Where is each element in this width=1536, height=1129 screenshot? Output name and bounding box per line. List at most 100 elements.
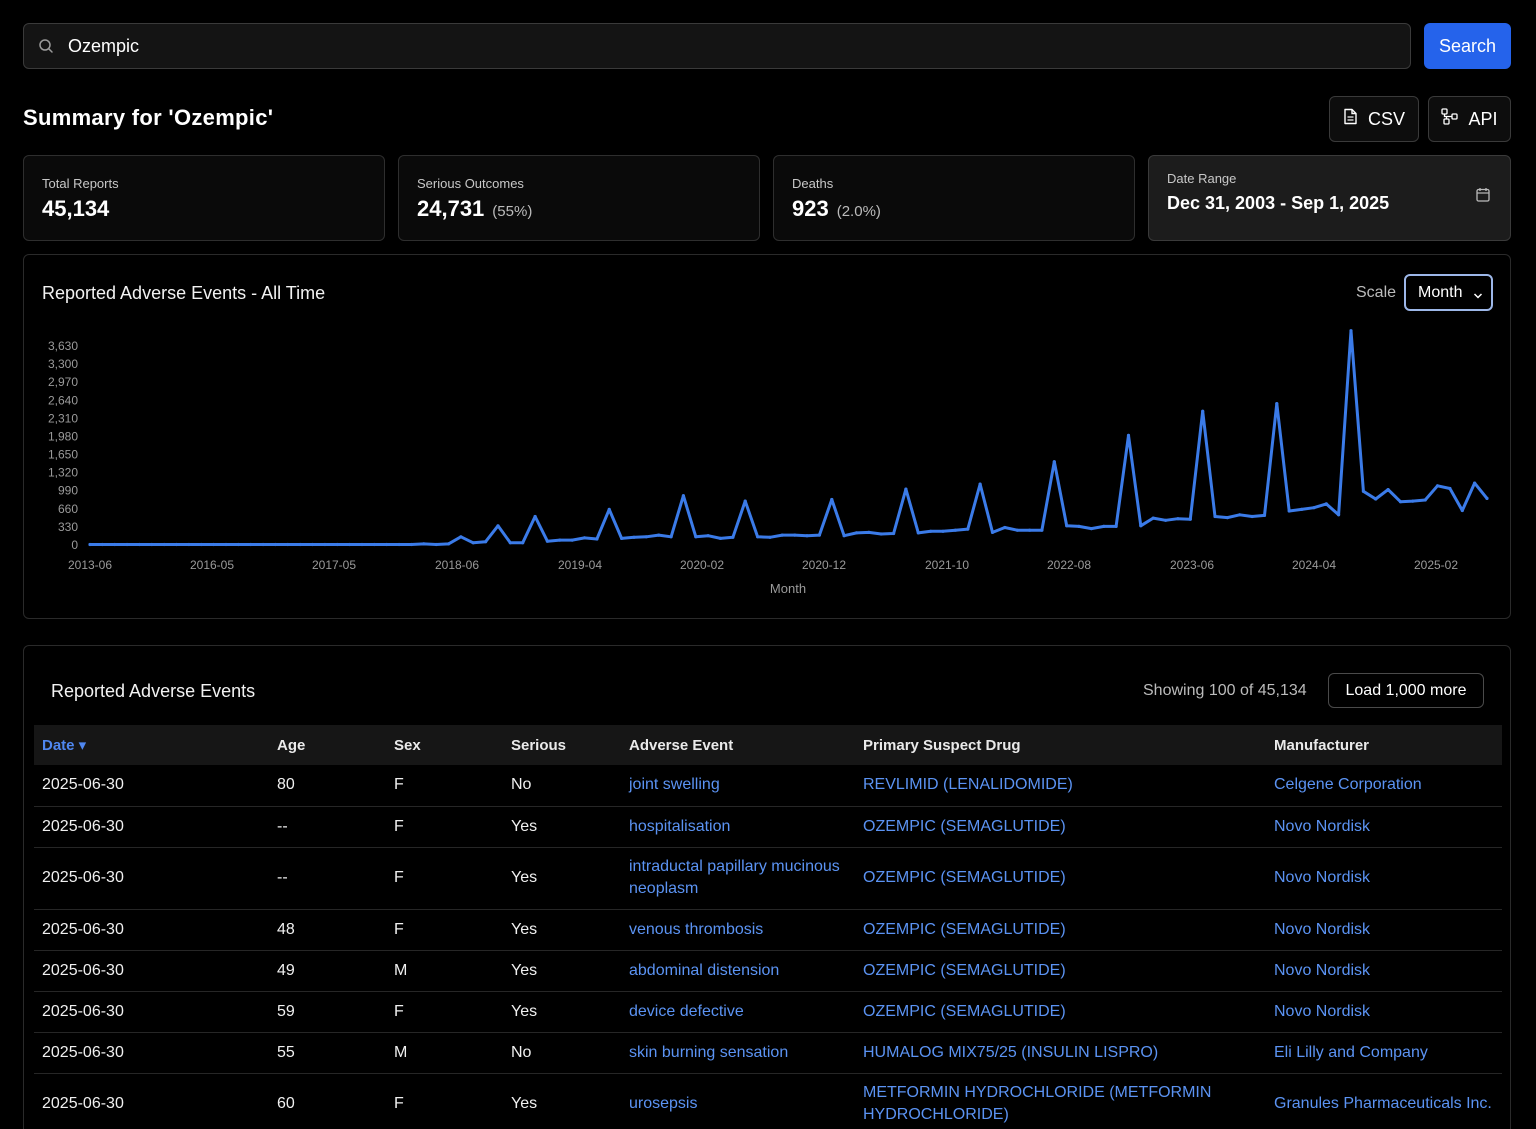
column-header-sex[interactable]: Sex [386, 725, 503, 765]
cell-date: 2025-06-30 [34, 1073, 269, 1129]
data-point [471, 541, 475, 545]
manufacturer-link[interactable]: Novo Nordisk [1266, 909, 1502, 951]
summary-title: Summary for 'Ozempic' [23, 105, 274, 130]
drug-link[interactable]: OZEMPIC (SEMAGLUTIDE) [855, 950, 1266, 992]
adverse-event-link[interactable]: intraductal papillary mucinous neoplasm [621, 847, 855, 910]
adverse-event-link[interactable]: venous thrombosis [621, 909, 855, 951]
cell-age: -- [269, 847, 386, 910]
cell-sex: F [386, 806, 503, 848]
calendar-icon[interactable] [1476, 187, 1490, 207]
serious-outcomes-label: Serious Outcomes [417, 176, 524, 191]
table-row[interactable]: 2025-06-30 60 F Yes urosepsis METFORMIN … [34, 1073, 1502, 1129]
manufacturer-link[interactable]: Granules Pharmaceuticals Inc. [1266, 1073, 1502, 1129]
data-point [879, 532, 883, 536]
y-tick-label: 1,320 [48, 466, 78, 480]
data-point [360, 542, 364, 547]
api-label: API [1468, 108, 1498, 129]
cell-serious: Yes [503, 909, 621, 951]
data-point [1225, 516, 1229, 520]
cell-sex: M [386, 950, 503, 992]
table-row[interactable]: 2025-06-30 -- F Yes intraductal papillar… [34, 847, 1502, 910]
drug-link[interactable]: OZEMPIC (SEMAGLUTIDE) [855, 806, 1266, 848]
data-point [1250, 514, 1254, 519]
column-header-primary-suspect-drug[interactable]: Primary Suspect Drug [855, 725, 1266, 765]
table-row[interactable]: 2025-06-30 49 M Yes abdominal distension… [34, 950, 1502, 992]
search-button[interactable]: Search [1424, 23, 1511, 69]
data-point [1435, 484, 1440, 488]
cell-age: -- [269, 806, 386, 848]
x-tick-label: 2019-04 [558, 558, 602, 572]
search-box[interactable] [23, 23, 1411, 69]
manufacturer-link[interactable]: Novo Nordisk [1266, 847, 1502, 910]
y-tick-label: 2,310 [48, 411, 78, 425]
data-point [842, 534, 846, 538]
data-point [508, 541, 512, 545]
adverse-event-link[interactable]: abdominal distension [621, 950, 855, 992]
drug-link[interactable]: HUMALOG MIX75/25 (INSULIN LISPRO) [855, 1032, 1266, 1074]
data-point [496, 524, 500, 528]
adverse-event-link[interactable]: hospitalisation [621, 806, 855, 848]
date-range-card[interactable]: Date Range Dec 31, 2003 - Sep 1, 2025 [1148, 155, 1511, 241]
cell-age: 48 [269, 909, 386, 951]
data-point [1337, 513, 1341, 517]
cell-date: 2025-06-30 [34, 991, 269, 1033]
manufacturer-link[interactable]: Celgene Corporation [1266, 765, 1502, 807]
cell-serious: No [503, 1032, 621, 1074]
drug-link[interactable]: OZEMPIC (SEMAGLUTIDE) [855, 991, 1266, 1033]
api-button[interactable]: API [1428, 96, 1511, 142]
data-point [1300, 507, 1304, 511]
csv-export-button[interactable]: CSV [1329, 96, 1419, 142]
x-tick-label: 2018-06 [435, 558, 479, 572]
column-header-date[interactable]: Date ▾ [34, 725, 269, 765]
date-range-label: Date Range [1167, 171, 1237, 186]
serious-outcomes-pct: (55%) [492, 203, 533, 220]
adverse-event-link[interactable]: urosepsis [621, 1073, 855, 1129]
x-tick-label: 2023-06 [1170, 558, 1214, 572]
scale-select[interactable]: Month [1404, 274, 1493, 311]
table-row[interactable]: 2025-06-30 80 F No joint swelling REVLIM… [34, 765, 1502, 807]
column-header-serious[interactable]: Serious [503, 725, 621, 765]
api-network-icon [1441, 108, 1459, 130]
data-point [1003, 525, 1007, 530]
serious-outcomes-value: 24,731 [417, 196, 485, 221]
data-point [558, 538, 562, 542]
events-table: Date ▾ Age Sex Serious Adverse Event Pri… [34, 725, 1502, 1129]
manufacturer-link[interactable]: Novo Nordisk [1266, 991, 1502, 1033]
data-point [607, 507, 611, 511]
data-point [199, 542, 203, 547]
column-header-adverse-event[interactable]: Adverse Event [621, 725, 855, 765]
drug-link[interactable]: METFORMIN HYDROCHLORIDE (METFORMIN HYDRO… [855, 1073, 1266, 1129]
data-point [669, 535, 673, 539]
data-point [867, 530, 871, 534]
adverse-event-link[interactable]: device defective [621, 991, 855, 1033]
manufacturer-link[interactable]: Novo Nordisk [1266, 950, 1502, 992]
total-reports-value: 45,134 [42, 196, 110, 221]
load-more-button[interactable]: Load 1,000 more [1328, 673, 1484, 708]
table-row[interactable]: 2025-06-30 59 F Yes device defective OZE… [34, 991, 1502, 1033]
scale-label: Scale [1356, 284, 1397, 301]
drug-link[interactable]: REVLIMID (LENALIDOMIDE) [855, 765, 1266, 807]
table-row[interactable]: 2025-06-30 55 M No skin burning sensatio… [34, 1032, 1502, 1074]
search-input[interactable] [68, 24, 1410, 68]
cell-serious: Yes [503, 950, 621, 992]
column-header-manufacturer[interactable]: Manufacturer [1266, 725, 1502, 765]
drug-link[interactable]: OZEMPIC (SEMAGLUTIDE) [855, 847, 1266, 910]
data-point [953, 528, 958, 532]
manufacturer-link[interactable]: Eli Lilly and Company [1266, 1032, 1502, 1074]
adverse-event-link[interactable]: joint swelling [621, 765, 855, 807]
manufacturer-link[interactable]: Novo Nordisk [1266, 806, 1502, 848]
drug-link[interactable]: OZEMPIC (SEMAGLUTIDE) [855, 909, 1266, 951]
y-tick-label: 1,650 [48, 448, 78, 462]
data-point [162, 542, 166, 547]
data-point [1460, 508, 1464, 513]
table-row[interactable]: 2025-06-30 -- F Yes hospitalisation OZEM… [34, 806, 1502, 848]
table-row[interactable]: 2025-06-30 48 F Yes venous thrombosis OZ… [34, 909, 1502, 951]
csv-label: CSV [1367, 108, 1405, 129]
search-icon [24, 38, 68, 54]
cell-age: 60 [269, 1073, 386, 1129]
serious-outcomes-value-row: 24,731 (55%) [417, 196, 741, 222]
data-point [1361, 489, 1365, 493]
cell-date: 2025-06-30 [34, 1032, 269, 1074]
adverse-event-link[interactable]: skin burning sensation [621, 1032, 855, 1074]
column-header-age[interactable]: Age [269, 725, 386, 765]
